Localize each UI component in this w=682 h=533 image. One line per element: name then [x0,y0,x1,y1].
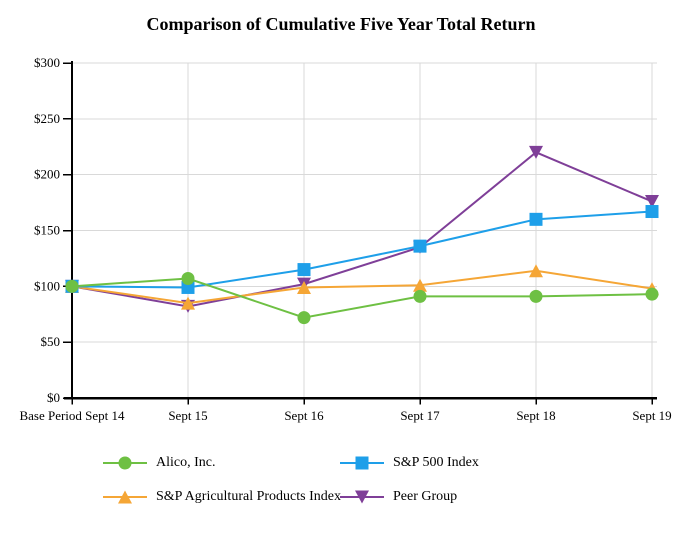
legend-item-sp500: S&P 500 Index [340,455,479,471]
series-line [71,277,653,319]
legend-label-sp500: S&P 500 Index [393,455,479,470]
legend-label-peer: Peer Group [393,489,458,504]
x-tick-label: Sept 17 [400,408,440,423]
y-tick-label: $50 [41,334,61,349]
series-line [71,269,653,305]
agri-line-triangle-swatch-icon [103,490,147,504]
data-point-marker [645,194,659,208]
data-point-marker [529,264,543,278]
data-point-marker [413,278,427,292]
y-tick-label: $150 [34,223,60,238]
legend-item-agri: S&P Agricultural Products Index [103,489,341,505]
data-point-marker [297,311,311,325]
data-point-marker [181,296,195,310]
data-point-marker [529,289,543,303]
page-title: Comparison of Cumulative Five Year Total… [146,14,536,34]
x-tick-label: Sept 16 [284,408,324,423]
data-point-marker [413,289,427,303]
series-line [71,210,653,289]
data-point-marker [645,287,659,301]
peer-line-triangledown-swatch-icon [340,490,384,504]
legend-label-agri: S&P Agricultural Products Index [156,489,341,504]
alico-line-circle-swatch-icon [103,456,147,470]
data-point-marker [413,239,427,253]
data-point-marker [645,205,659,219]
y-tick-label: $200 [34,167,60,182]
data-point-marker [529,145,543,159]
data-point-marker [181,272,195,286]
y-tick-label: $100 [34,278,60,293]
y-tick-label: $300 [34,55,60,70]
y-tick-label: $0 [47,390,60,405]
sp500-line-square-swatch-icon [340,456,384,470]
data-point-marker [297,263,311,277]
y-tick-label: $250 [34,111,60,126]
data-point-marker [181,280,195,294]
x-tick-label: Sept 15 [168,408,207,423]
series-line [71,151,653,308]
data-point-marker [65,279,79,293]
data-point-marker [529,212,543,226]
x-tick-label: Base Period Sept 14 [19,408,125,423]
legend-item-peer: Peer Group [340,489,457,505]
x-tick-label: Sept 19 [632,408,671,423]
x-tick-label: Sept 18 [516,408,555,423]
data-point-marker [297,280,311,294]
legend-label-alico: Alico, Inc. [156,455,216,470]
legend-item-alico: Alico, Inc. [103,455,215,471]
